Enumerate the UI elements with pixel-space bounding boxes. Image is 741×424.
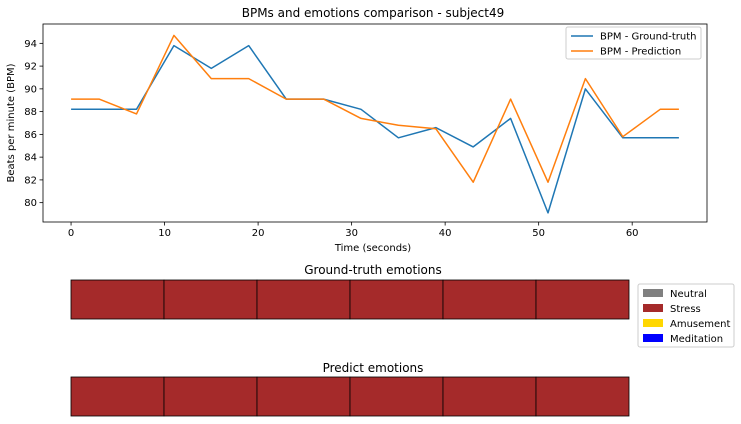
legend-label-ground-truth: BPM - Ground-truth [600,32,697,43]
y-tick-label: 88 [24,107,37,118]
x-tick-label: 30 [345,228,358,239]
series-line-ground-truth [71,44,679,214]
series-line-prediction [71,34,679,183]
emotion-segment-stress [163,376,258,417]
y-ticks: 80 82 84 86 88 90 92 94 [24,39,43,209]
emotion-swatch-amusement [643,319,663,327]
emotion-label-neutral: Neutral [670,289,707,300]
emotion-label-stress: Stress [670,304,701,315]
emotion-swatch-neutral [643,289,663,297]
emotion-segment-stress [163,279,258,320]
x-tick-label: 50 [532,228,545,239]
y-tick-label: 94 [24,39,37,50]
emotion-segment-stress [349,279,444,320]
x-tick-label: 40 [439,228,452,239]
line-plot-frame [42,23,708,223]
predicted-emotion-bar [70,376,630,417]
emotion-label-amusement: Amusement [670,319,731,330]
x-tick-label: 10 [158,228,171,239]
emotion-legend-box [637,283,735,348]
y-tick-label: 82 [24,175,37,186]
ground-truth-emotions-title: Ground-truth emotions [304,263,442,277]
emotion-legend: Neutral Stress Amusement Meditation [637,283,735,348]
x-axis-label: Time (seconds) [334,243,411,254]
emotion-segment-stress [256,376,351,417]
series-lines [71,34,679,214]
emotion-segment-stress [256,279,351,320]
emotion-segment-stress [442,376,537,417]
emotion-swatch-meditation [643,334,663,342]
line-plot: 0 10 20 30 40 50 60 80 82 84 86 88 90 92 94 BPM - Gro… [24,23,708,239]
ground-truth-emotion-bar [70,279,630,320]
y-tick-label: 84 [24,153,37,164]
legend-label-prediction: BPM - Prediction [600,47,681,58]
emotion-segment-stress [349,376,444,417]
x-tick-label: 60 [626,228,639,239]
line-legend: BPM - Ground-truth BPM - Prediction [565,26,702,60]
line-legend-box [565,26,702,60]
predict-emotions-title: Predict emotions [323,361,424,375]
x-tick-label: 20 [252,228,265,239]
x-tick-label: 0 [68,228,74,239]
x-ticks: 0 10 20 30 40 50 60 [68,222,639,239]
emotion-segment-stress [535,376,630,417]
emotion-segment-stress [70,279,165,320]
emotion-segment-stress [535,279,630,320]
emotion-segment-stress [70,376,165,417]
y-tick-label: 90 [24,84,37,95]
emotion-swatch-stress [643,304,663,312]
y-tick-label: 92 [24,62,37,73]
y-axis-label: Beats per minute (BPM) [6,63,17,182]
emotion-segment-stress [442,279,537,320]
y-tick-label: 80 [24,198,37,209]
y-tick-label: 86 [24,130,37,141]
line-chart-title: BPMs and emotions comparison - subject49 [242,6,505,20]
emotion-label-meditation: Meditation [670,334,723,345]
